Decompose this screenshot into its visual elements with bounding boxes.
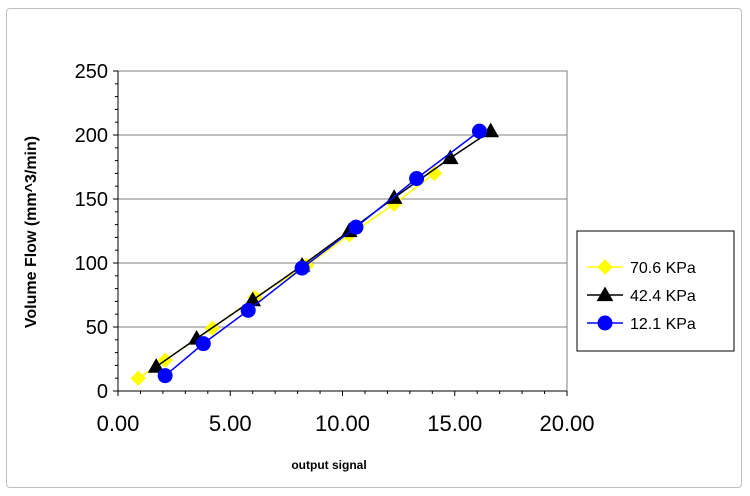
x-tick-label: 20.00 — [539, 411, 594, 436]
data-point-12-1-kpa — [471, 123, 487, 139]
legend-label-12-1-kpa: 12.1 KPa — [630, 316, 696, 333]
data-point-12-1-kpa — [409, 171, 425, 187]
data-point-70-6-kpa — [130, 370, 146, 386]
legend-marker-70-6-kpa — [597, 259, 613, 275]
series-line-42-4-kpa — [155, 130, 492, 368]
legend-marker-12-1-kpa — [597, 315, 613, 331]
data-point-12-1-kpa — [294, 260, 310, 276]
data-point-12-1-kpa — [348, 219, 364, 235]
y-tick-label: 250 — [75, 61, 108, 83]
x-tick-label: 5.00 — [209, 411, 252, 436]
x-tick-label: 15.00 — [427, 411, 482, 436]
data-point-12-1-kpa — [240, 302, 256, 318]
data-point-70-6-kpa — [426, 165, 443, 182]
y-axis-label: Volume Flow (mm^3/min) — [23, 136, 40, 328]
x-axis-label: output signal — [291, 458, 366, 472]
legend-label-42-4-kpa: 42.4 KPa — [630, 288, 696, 305]
legend-label-70-6-kpa: 70.6 KPa — [630, 260, 696, 277]
y-tick-label: 150 — [75, 189, 108, 211]
x-tick-label: 0.00 — [97, 411, 140, 436]
plot-area — [117, 70, 568, 392]
y-tick-label: 200 — [75, 125, 108, 147]
x-tick-label: 10.00 — [315, 411, 370, 436]
y-tick-label: 50 — [86, 317, 108, 339]
y-tick-label: 100 — [75, 253, 108, 275]
data-point-12-1-kpa — [157, 368, 173, 384]
data-point-42-4-kpa — [441, 149, 459, 165]
legend-marker-42-4-kpa — [596, 286, 614, 302]
data-point-42-4-kpa — [482, 122, 500, 138]
y-tick-label: 0 — [97, 381, 108, 403]
data-point-12-1-kpa — [195, 336, 211, 352]
data-point-42-4-kpa — [147, 358, 165, 373]
